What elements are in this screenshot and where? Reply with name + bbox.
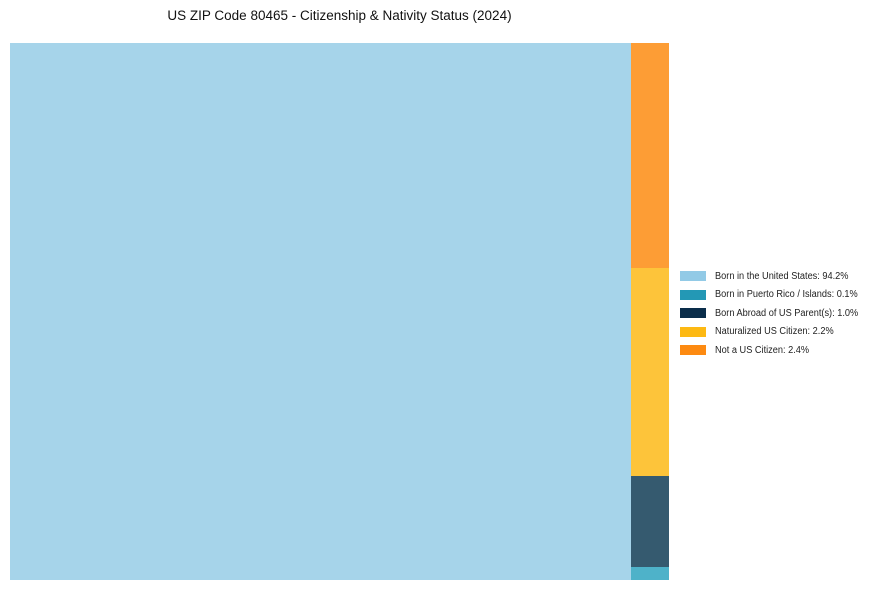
legend-item: Naturalized US Citizen: 2.2% (680, 323, 871, 342)
tile-naturalized-citizen (631, 268, 669, 476)
legend-label: Born Abroad of US Parent(s): 1.0% (715, 307, 859, 319)
legend-label: Born in Puerto Rico / Islands: 0.1% (715, 289, 858, 301)
legend-item: Born in the United States: 94.2% (680, 267, 871, 286)
legend-swatch-icon (680, 271, 706, 282)
chart-title: US ZIP Code 80465 - Citizenship & Nativi… (167, 8, 512, 23)
legend-item: Born Abroad of US Parent(s): 1.0% (680, 304, 871, 323)
treemap-plot-area (10, 43, 669, 580)
legend-swatch-icon (680, 345, 706, 356)
legend-item: Born in Puerto Rico / Islands: 0.1% (680, 286, 871, 305)
tile-born-in-us (10, 43, 631, 580)
tile-born-abroad-us-parents (631, 476, 669, 567)
legend-swatch-icon (680, 289, 706, 300)
tile-born-puerto-rico-islands (631, 567, 669, 580)
legend-label: Not a US Citizen: 2.4% (715, 344, 810, 356)
legend: Born in the United States: 94.2% Born in… (680, 267, 871, 360)
tile-not-us-citizen (631, 43, 669, 268)
legend-label: Born in the United States: 94.2% (715, 270, 849, 282)
legend-label: Naturalized US Citizen: 2.2% (715, 326, 834, 338)
legend-swatch-icon (680, 326, 706, 337)
legend-swatch-icon (680, 308, 706, 319)
legend-item: Not a US Citizen: 2.4% (680, 341, 871, 360)
